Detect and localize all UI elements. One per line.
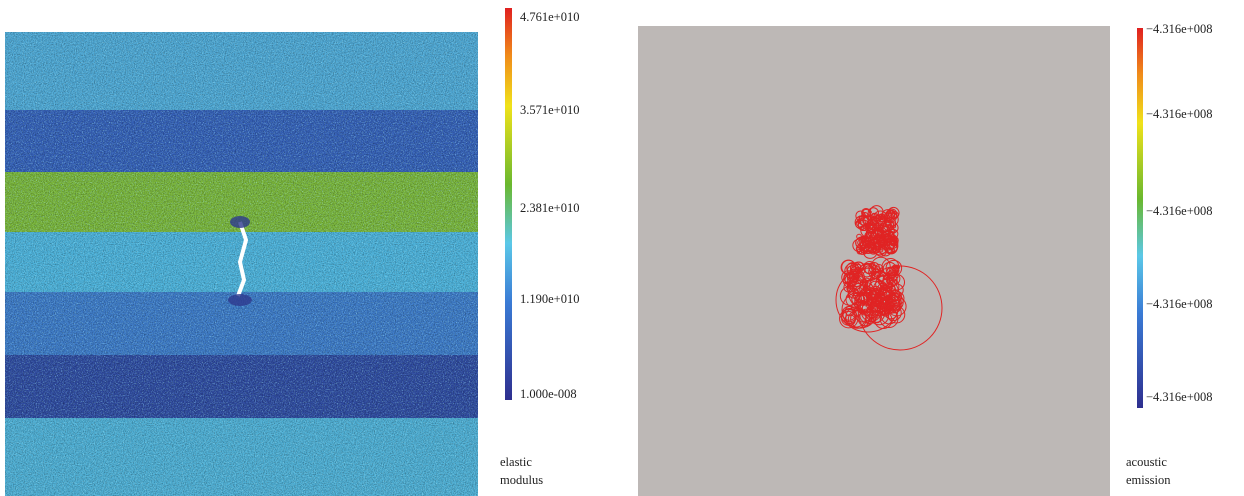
colorbar-label: −4.316e+008 xyxy=(1146,107,1213,121)
colorbar-label: 4.761e+010 xyxy=(520,10,579,24)
colorbar-label: 1.000e-008 xyxy=(520,387,577,401)
figure-canvas: 4.761e+010 3.571e+010 2.381e+010 1.190e+… xyxy=(0,0,1244,496)
colorbar-label: −4.316e+008 xyxy=(1146,297,1213,311)
caption: elastic xyxy=(500,455,532,469)
figure: 4.761e+010 3.571e+010 2.381e+010 1.190e+… xyxy=(0,0,1244,496)
colorbar-label: 2.381e+010 xyxy=(520,201,579,215)
colorbar-label: 3.571e+010 xyxy=(520,103,579,117)
caption: emission xyxy=(1126,473,1171,487)
caption: acoustic xyxy=(1126,455,1167,469)
model-left xyxy=(5,32,478,496)
colorbar-label: −4.316e+008 xyxy=(1146,390,1213,404)
colorbar xyxy=(1137,28,1143,408)
caption: modulus xyxy=(500,473,543,487)
colorbar xyxy=(505,8,512,400)
colorbar-label: −4.316e+008 xyxy=(1146,22,1213,36)
model-right xyxy=(638,26,1110,496)
colorbar-label: 1.190e+010 xyxy=(520,292,579,306)
colorbar-label: −4.316e+008 xyxy=(1146,204,1213,218)
